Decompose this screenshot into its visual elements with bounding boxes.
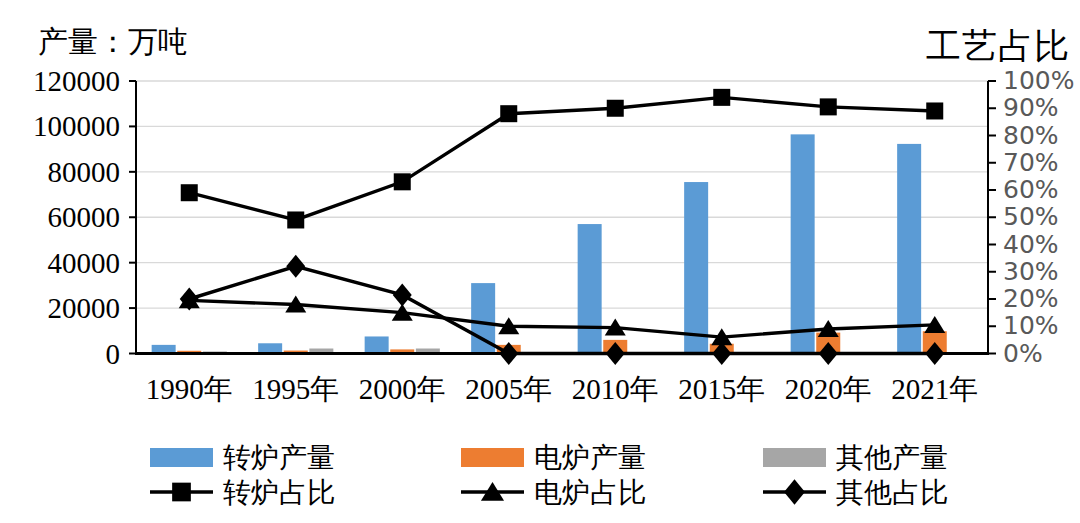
line-converter-share — [181, 89, 944, 229]
right-axis-label: 80% — [1003, 121, 1059, 150]
left-axis-label: 40000 — [48, 247, 121, 279]
left-axis-label: 80000 — [48, 156, 121, 188]
marker-square — [172, 483, 191, 502]
right-axis-label: 50% — [1003, 202, 1059, 231]
marker-square — [926, 102, 943, 119]
right-axis-label: 90% — [1003, 93, 1059, 122]
x-axis-label: 2015年 — [678, 373, 765, 405]
left-axis-title: 产量：万吨 — [38, 25, 188, 58]
x-axis-label: 1990年 — [146, 373, 233, 405]
x-axis-label: 2005年 — [465, 373, 552, 405]
bar-converter-output-1995年[interactable] — [258, 343, 282, 353]
bar-converter-output-2020年[interactable] — [791, 134, 815, 353]
right-axis-label: 30% — [1003, 257, 1059, 286]
marker-square — [287, 211, 304, 228]
legend-swatch-eaf-share[interactable] — [461, 482, 524, 501]
bar-converter-output-2010年[interactable] — [578, 224, 602, 353]
legend-label-converter-output: 转炉产量 — [223, 441, 335, 474]
left-axis-label: 60000 — [48, 201, 121, 233]
legend-label-converter-share: 转炉占比 — [223, 476, 335, 509]
legend-swatch-other-share[interactable] — [763, 479, 826, 504]
right-axis-label: 20% — [1003, 284, 1059, 313]
marker-diamond — [286, 255, 305, 278]
x-axis-label: 2020年 — [785, 373, 872, 405]
legend-label-other-output: 其他产量 — [836, 441, 948, 474]
legend-label-other-share: 其他占比 — [836, 476, 948, 509]
right-axis-title: 工艺占比 — [926, 26, 1070, 66]
marker-diamond — [784, 479, 805, 504]
marker-square — [394, 173, 411, 190]
marker-square — [500, 105, 517, 122]
legend-swatch-other-output[interactable] — [763, 448, 826, 467]
right-axis-label: 40% — [1003, 230, 1059, 259]
legend-label-eaf-output: 电炉产量 — [534, 441, 646, 474]
right-axis-label: 100% — [1003, 66, 1074, 95]
combo-chart: 0200004000060000800001000001200000%10%20… — [0, 0, 1080, 523]
left-axis-label: 120000 — [33, 65, 120, 97]
bar-converter-output-2015年[interactable] — [684, 182, 708, 353]
legend-swatch-converter-output[interactable] — [150, 448, 213, 467]
bar-converter-output-2000年[interactable] — [365, 336, 389, 353]
chart-area: 0200004000060000800001000001200000%10%20… — [0, 0, 1080, 523]
right-axis-label: 0% — [1003, 339, 1043, 368]
legend-swatch-converter-share[interactable] — [150, 483, 213, 502]
x-axis-label: 2021年 — [891, 373, 978, 405]
marker-diamond — [393, 283, 412, 306]
right-axis-label: 70% — [1003, 148, 1059, 177]
legend-label-eaf-share: 电炉占比 — [534, 476, 646, 509]
legend-swatch-eaf-output[interactable] — [461, 448, 524, 467]
right-axis-label: 60% — [1003, 175, 1059, 204]
marker-square — [713, 89, 730, 106]
left-axis-label: 0 — [106, 338, 121, 370]
bar-converter-output-2021年[interactable] — [897, 144, 921, 354]
x-axis-label: 2000年 — [359, 373, 446, 405]
marker-square — [607, 100, 624, 117]
marker-square — [820, 98, 837, 115]
right-axis-label: 10% — [1003, 311, 1059, 340]
x-axis-label: 1995年 — [252, 373, 339, 405]
left-axis-label: 20000 — [48, 292, 121, 324]
x-axis-label: 2010年 — [572, 373, 659, 405]
left-axis-label: 100000 — [33, 110, 120, 142]
marker-square — [181, 184, 198, 201]
